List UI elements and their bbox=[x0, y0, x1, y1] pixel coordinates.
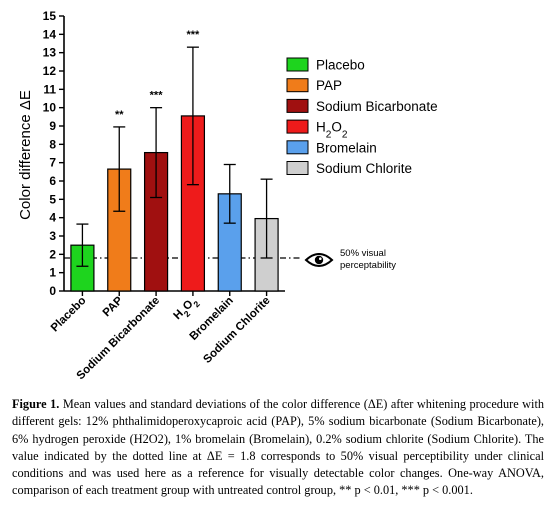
legend-label: Sodium Bicarbonate bbox=[316, 99, 438, 114]
y-tick-label: 10 bbox=[43, 101, 57, 115]
reference-label-line2: perceptability bbox=[340, 260, 396, 271]
caption-text: Mean values and standard deviations of t… bbox=[12, 397, 545, 498]
significance-label: *** bbox=[150, 90, 164, 102]
y-tick-label: 13 bbox=[43, 46, 57, 60]
y-axis-title: Color difference ΔE bbox=[17, 90, 34, 220]
legend-label: PAP bbox=[316, 78, 342, 93]
y-tick-label: 3 bbox=[49, 229, 56, 243]
y-tick-label: 4 bbox=[49, 211, 56, 225]
y-tick-label: 14 bbox=[43, 27, 57, 41]
x-tick-label: H2O2 bbox=[172, 294, 202, 324]
legend-swatch bbox=[286, 98, 309, 113]
y-tick-label: 7 bbox=[49, 156, 56, 170]
significance-marks: ******** bbox=[115, 29, 200, 121]
y-axis-label: Color difference ΔE bbox=[17, 90, 34, 220]
y-tick-label: 9 bbox=[49, 119, 56, 133]
y-tick-label: 5 bbox=[49, 192, 56, 206]
y-tick-label: 1 bbox=[49, 266, 56, 280]
y-tick-label: 12 bbox=[43, 64, 57, 78]
x-tick-label: PAP bbox=[101, 294, 126, 319]
significance-label: ** bbox=[115, 109, 124, 121]
x-tick-label: Placebo bbox=[49, 295, 89, 335]
y-tick-label: 8 bbox=[49, 137, 56, 151]
figure-caption: Figure 1. Mean values and standard devia… bbox=[12, 396, 544, 500]
legend-swatch bbox=[286, 119, 309, 134]
eye-icon bbox=[304, 253, 334, 267]
y-tick-label: 15 bbox=[43, 9, 57, 23]
y-tick-label: 11 bbox=[43, 82, 56, 96]
y-tick-label: 6 bbox=[49, 174, 56, 188]
legend-swatch bbox=[286, 161, 309, 175]
legend-swatch bbox=[286, 140, 309, 155]
legend-label: Sodium Chlorite bbox=[316, 161, 412, 176]
axes bbox=[63, 16, 285, 292]
x-tick-label: Sodium Chlorite bbox=[201, 295, 272, 366]
error-bars bbox=[76, 46, 273, 267]
y-tick-label: 2 bbox=[49, 247, 56, 261]
legend: Placebo PAP Sodium Bicarbonate H2O2Bromelai… bbox=[286, 57, 438, 176]
significance-label: *** bbox=[186, 29, 200, 41]
y-tick-label: 0 bbox=[49, 284, 56, 298]
bar-chart: Color difference ΔE 01234567891011121314… bbox=[17, 9, 438, 382]
legend-label: H2O2 bbox=[316, 120, 348, 141]
caption-label: Figure 1. bbox=[12, 397, 60, 411]
bars bbox=[70, 115, 279, 292]
legend-swatch bbox=[286, 57, 309, 72]
legend-label: Bromelain bbox=[316, 140, 377, 155]
reference-label: 50% visual perceptability bbox=[304, 248, 396, 271]
legend-swatch bbox=[286, 78, 309, 93]
reference-label-line1: 50% visual bbox=[340, 248, 386, 259]
legend-label: Placebo bbox=[316, 58, 365, 73]
